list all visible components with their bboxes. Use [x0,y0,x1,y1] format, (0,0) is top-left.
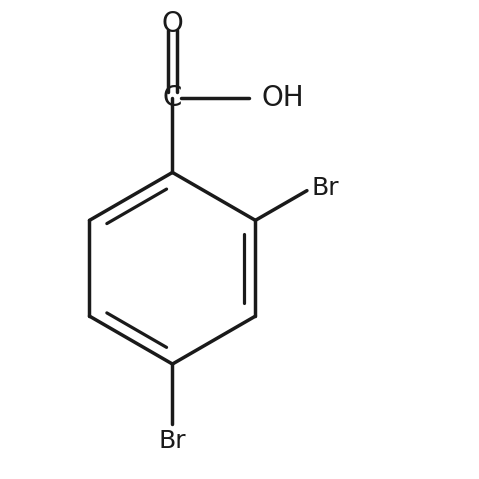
Text: O: O [161,10,183,38]
Text: Br: Br [159,429,186,453]
Text: Br: Br [312,176,339,200]
Text: C: C [163,84,182,112]
Text: OH: OH [261,84,304,112]
